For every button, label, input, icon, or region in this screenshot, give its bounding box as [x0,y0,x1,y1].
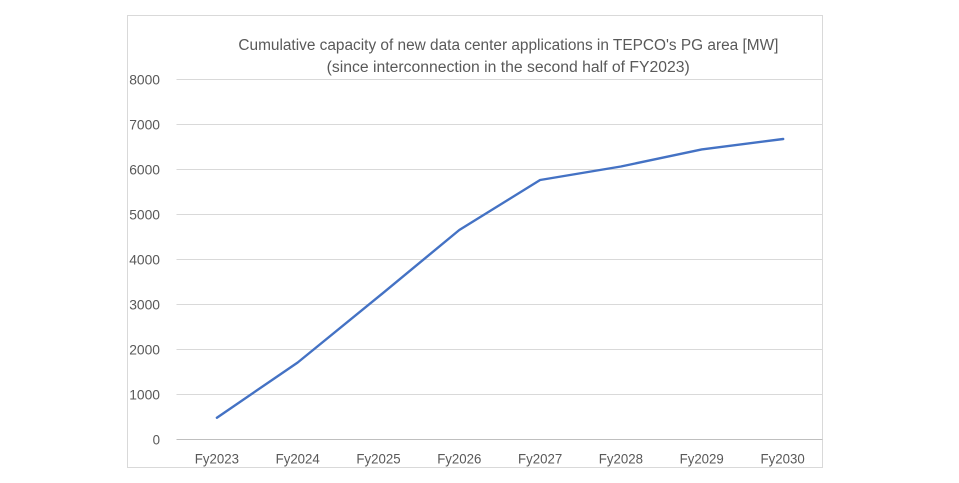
svg-text:3000: 3000 [129,297,160,313]
svg-text:Fy2026: Fy2026 [437,452,481,467]
svg-text:Fy2030: Fy2030 [761,452,806,467]
svg-text:5000: 5000 [129,207,160,223]
svg-text:Fy2024: Fy2024 [276,452,321,467]
svg-text:Fy2028: Fy2028 [599,452,643,467]
svg-text:8000: 8000 [129,72,160,88]
svg-text:7000: 7000 [129,117,160,133]
svg-text:Fy2023: Fy2023 [195,452,239,467]
svg-text:Fy2027: Fy2027 [518,452,562,467]
svg-text:Fy2025: Fy2025 [356,452,400,467]
svg-text:0: 0 [153,432,161,448]
svg-text:Cumulative capacity of new dat: Cumulative capacity of new data center a… [238,37,778,54]
svg-text:2000: 2000 [129,342,160,358]
svg-text:6000: 6000 [129,162,160,178]
svg-text:4000: 4000 [129,252,160,268]
svg-text:1000: 1000 [129,387,160,403]
svg-text:Fy2029: Fy2029 [680,452,724,467]
svg-text:(since interconnection in the: (since interconnection in the second hal… [327,59,690,76]
